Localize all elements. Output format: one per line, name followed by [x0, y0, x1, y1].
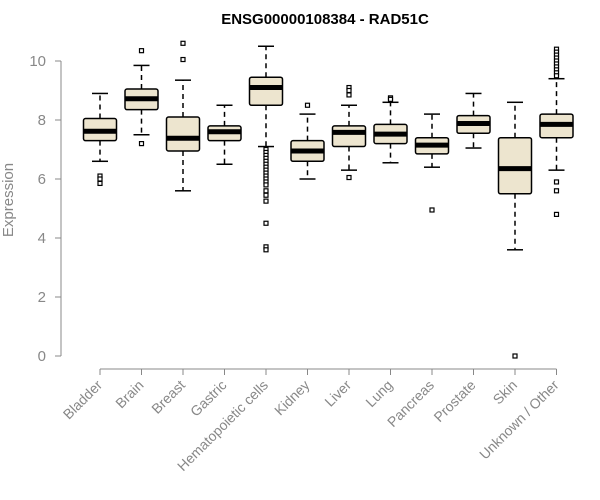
box-9: [414, 113, 450, 213]
box-11: [497, 101, 533, 359]
chart-title: ENSG00000108384 - RAD51C: [221, 11, 429, 28]
outlier-point: [346, 174, 352, 181]
outlier-point: [180, 40, 186, 46]
box-7: [331, 84, 367, 181]
box-iqr: [165, 116, 201, 152]
outlier-point: [512, 353, 518, 359]
outlier-point: [304, 102, 311, 108]
outlier-point: [97, 180, 103, 187]
box-2: [124, 48, 159, 147]
outlier-point: [263, 220, 269, 226]
outlier-point: [553, 73, 560, 79]
outlier-point: [263, 247, 269, 253]
category-label: Breast: [148, 377, 188, 417]
box-10: [456, 92, 491, 149]
outlier-point: [346, 92, 352, 98]
outlier-point: [97, 176, 103, 182]
category-label: Bladder: [60, 377, 106, 423]
box-12: [539, 46, 574, 217]
category-label: Skin: [490, 377, 521, 408]
outlier-point: [263, 182, 269, 188]
box-8: [373, 95, 408, 164]
category-label: Liver: [321, 377, 354, 410]
y-tick-label: 10: [29, 53, 46, 70]
category-label: Brain: [112, 377, 146, 411]
box-iqr: [331, 125, 367, 148]
y-tick-label: 2: [38, 289, 46, 306]
category-label: Lung: [362, 377, 395, 410]
outlier-point: [263, 188, 269, 194]
box-iqr: [248, 76, 284, 106]
outlier-point: [553, 211, 560, 217]
outlier-point: [180, 56, 186, 63]
box-1: [82, 92, 118, 187]
box-6: [290, 102, 325, 180]
outlier-point: [429, 207, 435, 213]
outlier-point: [263, 192, 269, 198]
outlier-point: [387, 96, 394, 102]
outlier-point: [138, 48, 145, 54]
outlier-point: [138, 141, 145, 147]
outlier-point: [263, 198, 269, 204]
box-4: [207, 104, 242, 165]
category-label: Prostate: [430, 377, 478, 425]
y-tick-label: 4: [38, 230, 46, 247]
axes: 0 2 4 6 8 10: [29, 53, 557, 375]
outlier-point: [553, 179, 560, 185]
box-5: [248, 45, 284, 253]
box-iqr: [497, 136, 533, 195]
outlier-point: [553, 188, 560, 194]
y-tick-label: 0: [38, 348, 46, 365]
outlier-point: [346, 87, 352, 94]
category-label: Kidney: [271, 377, 313, 419]
box-3: [165, 40, 201, 192]
y-tick-label: 8: [38, 112, 46, 129]
y-axis-label: Expression: [0, 163, 17, 237]
category-label: Unknown / Other: [476, 377, 562, 463]
y-tick-label: 6: [38, 171, 46, 188]
boxes: [82, 40, 574, 359]
